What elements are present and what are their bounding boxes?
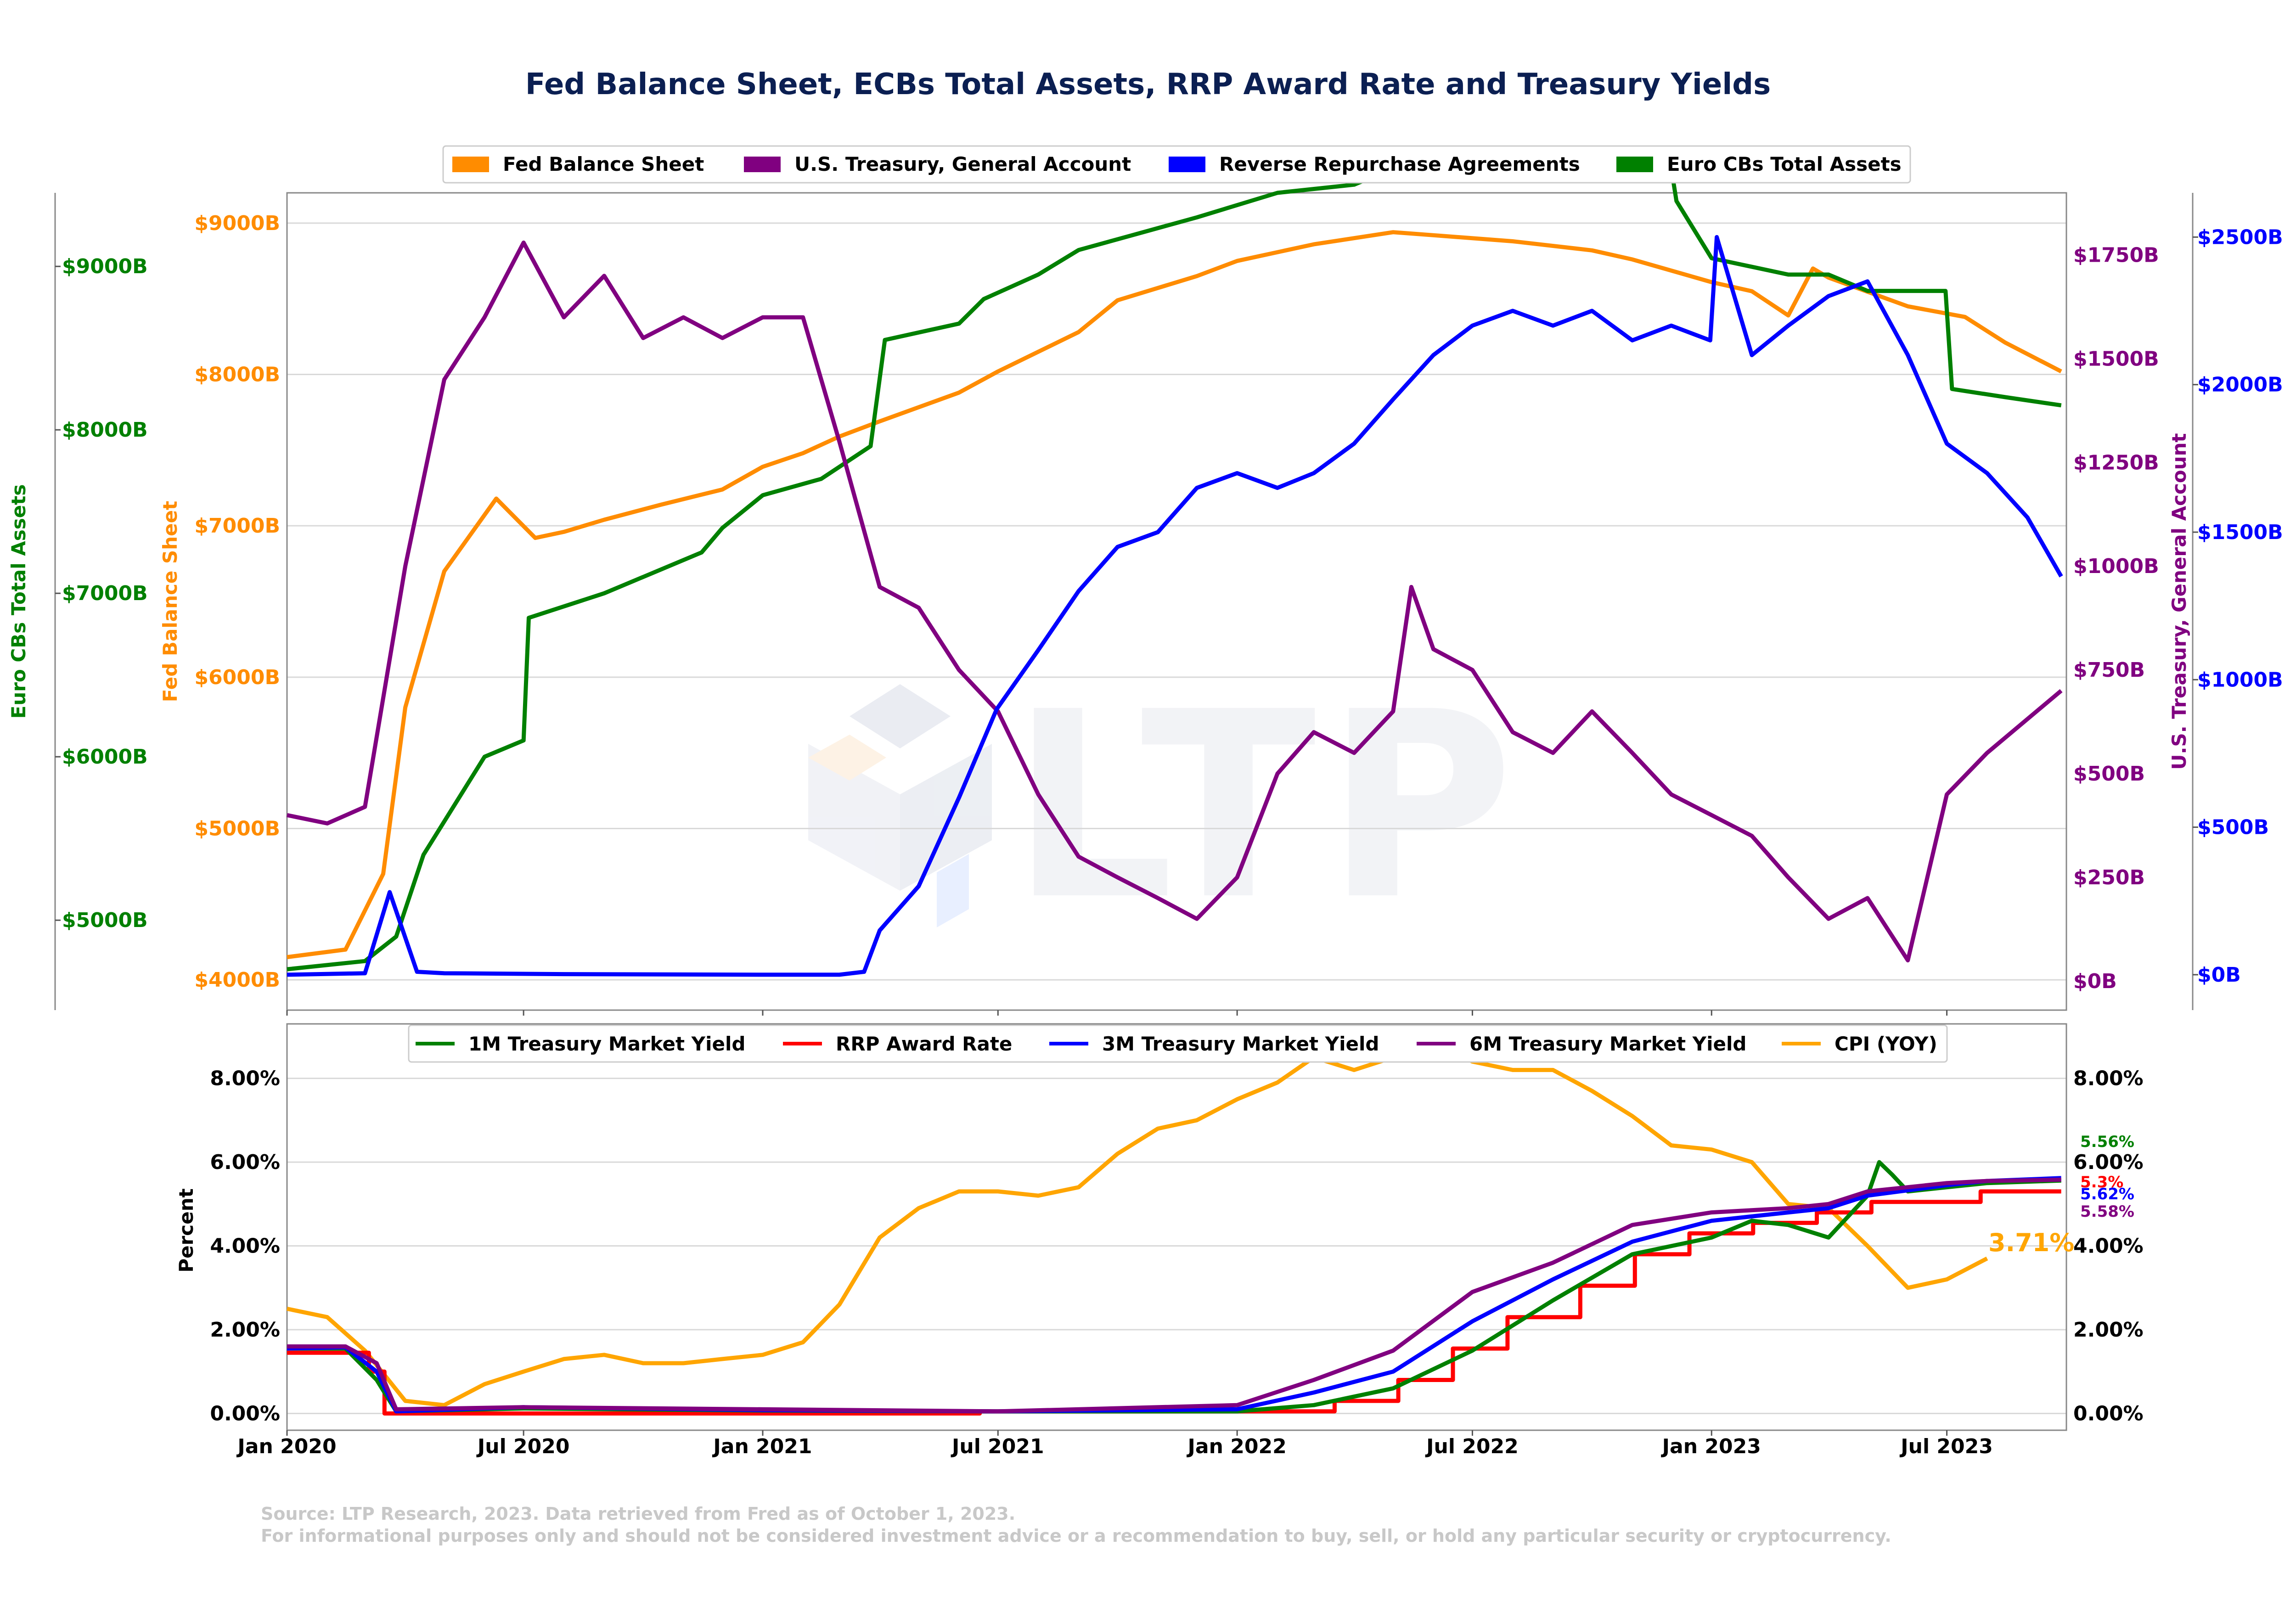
tick-label: $1500B xyxy=(2197,521,2283,544)
series-line-fed-balance-sheet xyxy=(287,230,2062,960)
bottom-panel: 0.00% 2.00% 4.00% 6.00% 8.00% 0.00% 2.00% 4.00… xyxy=(175,1010,2144,1458)
date-axis-ticks: Jan 2020 Jul 2020 Jan 2021 Jul 2021 Jan 2022… xyxy=(236,1010,1993,1458)
series-line-u-s-treasury-general-account xyxy=(287,240,2063,963)
legend-label-6m: 6M Treasury Market Yield xyxy=(1469,1033,1746,1055)
legend-label-3m: 3M Treasury Market Yield xyxy=(1102,1033,1379,1055)
tick-label: 2.00% xyxy=(2073,1318,2144,1342)
tick-label: Jan 2020 xyxy=(236,1435,336,1458)
tick-label: $6000B xyxy=(62,745,148,769)
tick-label: $500B xyxy=(2197,816,2269,839)
tick-label: Jul 2021 xyxy=(951,1435,1044,1458)
top-panel-frame xyxy=(286,192,2067,1011)
legend-swatch-rrp xyxy=(1169,157,1205,172)
tick-label: $0B xyxy=(2197,963,2241,987)
tick-label: $250B xyxy=(2073,866,2145,889)
legend-swatch-ecb xyxy=(1616,157,1653,172)
tick-label: $8000B xyxy=(62,418,148,442)
legend-label-cpi: CPI (YOY) xyxy=(1835,1033,1937,1055)
source-line-2: For informational purposes only and shou… xyxy=(261,1526,1891,1546)
series-line-3m-treasury-market-yield xyxy=(287,1176,2061,1414)
fed-axis-label: Fed Balance Sheet xyxy=(159,501,181,702)
bottom-panel-frame xyxy=(286,1023,2067,1431)
tick-label: $5000B xyxy=(194,817,280,840)
tick-label: $0B xyxy=(2073,970,2117,993)
tga-axis-label: U.S. Treasury, General Account xyxy=(2168,433,2190,770)
end-value-label: 5.56% xyxy=(2080,1133,2134,1151)
legend-label-tga: U.S. Treasury, General Account xyxy=(794,153,1131,175)
tick-label: $1250B xyxy=(2073,451,2159,474)
tick-label: 6.00% xyxy=(210,1151,280,1174)
end-value-label: 5.3% xyxy=(2080,1173,2123,1191)
end-value-label: 5.58% xyxy=(2080,1202,2134,1221)
tick-label: $7000B xyxy=(62,582,148,605)
watermark-text: LTP xyxy=(1010,657,1523,956)
tick-label: $1500B xyxy=(2073,347,2159,371)
bottom-legend: 1M Treasury Market Yield RRP Award Rate … xyxy=(408,1024,1948,1063)
tick-label: Jul 2022 xyxy=(1425,1435,1519,1458)
legend-swatch-tga xyxy=(744,157,781,172)
tick-label: $9000B xyxy=(62,255,148,278)
ecb-axis-label: Euro CBs Total Assets xyxy=(7,484,30,719)
ecb-axis-ticks: $5000B $6000B $7000B $8000B $9000B xyxy=(55,255,148,932)
tick-label: 4.00% xyxy=(2073,1235,2144,1258)
tick-label: 2.00% xyxy=(210,1318,280,1342)
legend-label-1m: 1M Treasury Market Yield xyxy=(468,1033,745,1055)
tick-label: 0.00% xyxy=(2073,1402,2144,1426)
tick-label: 0.00% xyxy=(210,1402,280,1426)
tick-label: 4.00% xyxy=(210,1235,280,1258)
series-line-1m-treasury-market-yield xyxy=(287,1160,2061,1414)
end-value-labels: 5.56% 5.3%5.62%5.58% xyxy=(2080,1133,2134,1221)
series-line-reverse-repurchase-agreements xyxy=(287,235,2063,977)
legend-label-fed: Fed Balance Sheet xyxy=(503,153,704,175)
top-panel: $4000B $5000B $6000B $7000B $8000B $9000B $50… xyxy=(7,158,2283,1011)
legend-label-ecb: Euro CBs Total Assets xyxy=(1667,153,1902,175)
tick-label: $2500B xyxy=(2197,225,2283,249)
series-line-cpi-yoy xyxy=(287,1039,1988,1407)
tick-label: Jan 2023 xyxy=(1661,1435,1761,1458)
tick-label: Jan 2021 xyxy=(712,1435,812,1458)
tick-label: $1750B xyxy=(2073,244,2159,267)
percent-axis-label: Percent xyxy=(175,1188,197,1272)
cpi-value-label: 3.71% xyxy=(1988,1228,2074,1257)
tick-label: $500B xyxy=(2073,762,2145,786)
fed-axis-ticks: $4000B $5000B $6000B $7000B $8000B $9000B xyxy=(194,212,280,992)
percent-axis-ticks-right: 0.00% 2.00% 4.00% 6.00% 8.00% xyxy=(2073,1067,2144,1426)
tick-label: 6.00% xyxy=(2073,1151,2144,1174)
tick-label: $7000B xyxy=(194,514,280,538)
series-line-euro-cbs-total-assets xyxy=(287,158,2062,972)
tick-label: $2000B xyxy=(2197,373,2283,397)
tick-label: 8.00% xyxy=(210,1067,280,1090)
top-legend: Fed Balance Sheet U.S. Treasury, General… xyxy=(442,145,1911,184)
tick-label: $1000B xyxy=(2073,555,2159,578)
tick-label: $4000B xyxy=(194,968,280,992)
legend-swatch-fed xyxy=(452,157,489,172)
tick-label: Jul 2023 xyxy=(1899,1435,1993,1458)
legend-label-rrp-rate: RRP Award Rate xyxy=(836,1033,1012,1055)
source-line-1: Source: LTP Research, 2023. Data retriev… xyxy=(261,1504,1015,1524)
watermark-logo: LTP xyxy=(808,657,1523,956)
tick-label: $6000B xyxy=(194,666,280,689)
series-line-rrp-award-rate xyxy=(287,1189,2061,1416)
tga-axis-ticks: $0B $250B $500B $750B $1000B $1250B $1500B $175… xyxy=(2073,244,2159,993)
legend-label-rrp: Reverse Repurchase Agreements xyxy=(1219,153,1580,175)
chart-title: Fed Balance Sheet, ECBs Total Assets, RR… xyxy=(525,67,1771,101)
tick-label: $750B xyxy=(2073,658,2145,682)
tick-label: Jul 2020 xyxy=(476,1435,570,1458)
percent-axis-ticks-left: 0.00% 2.00% 4.00% 6.00% 8.00% xyxy=(210,1067,280,1426)
bottom-legend-box xyxy=(408,1024,1948,1063)
tick-label: 8.00% xyxy=(2073,1067,2144,1090)
series-line-6m-treasury-market-yield xyxy=(287,1177,2061,1414)
tick-label: $8000B xyxy=(194,363,280,387)
tick-label: $5000B xyxy=(62,909,148,932)
end-value-label: 5.62% xyxy=(2080,1185,2134,1203)
rrp-axis-ticks: $0B $500B $1000B $1500B $2000B $2500B xyxy=(2193,225,2283,987)
tick-label: Jan 2022 xyxy=(1187,1435,1287,1458)
tick-label: $9000B xyxy=(194,212,280,235)
tick-label: $1000B xyxy=(2197,668,2283,691)
